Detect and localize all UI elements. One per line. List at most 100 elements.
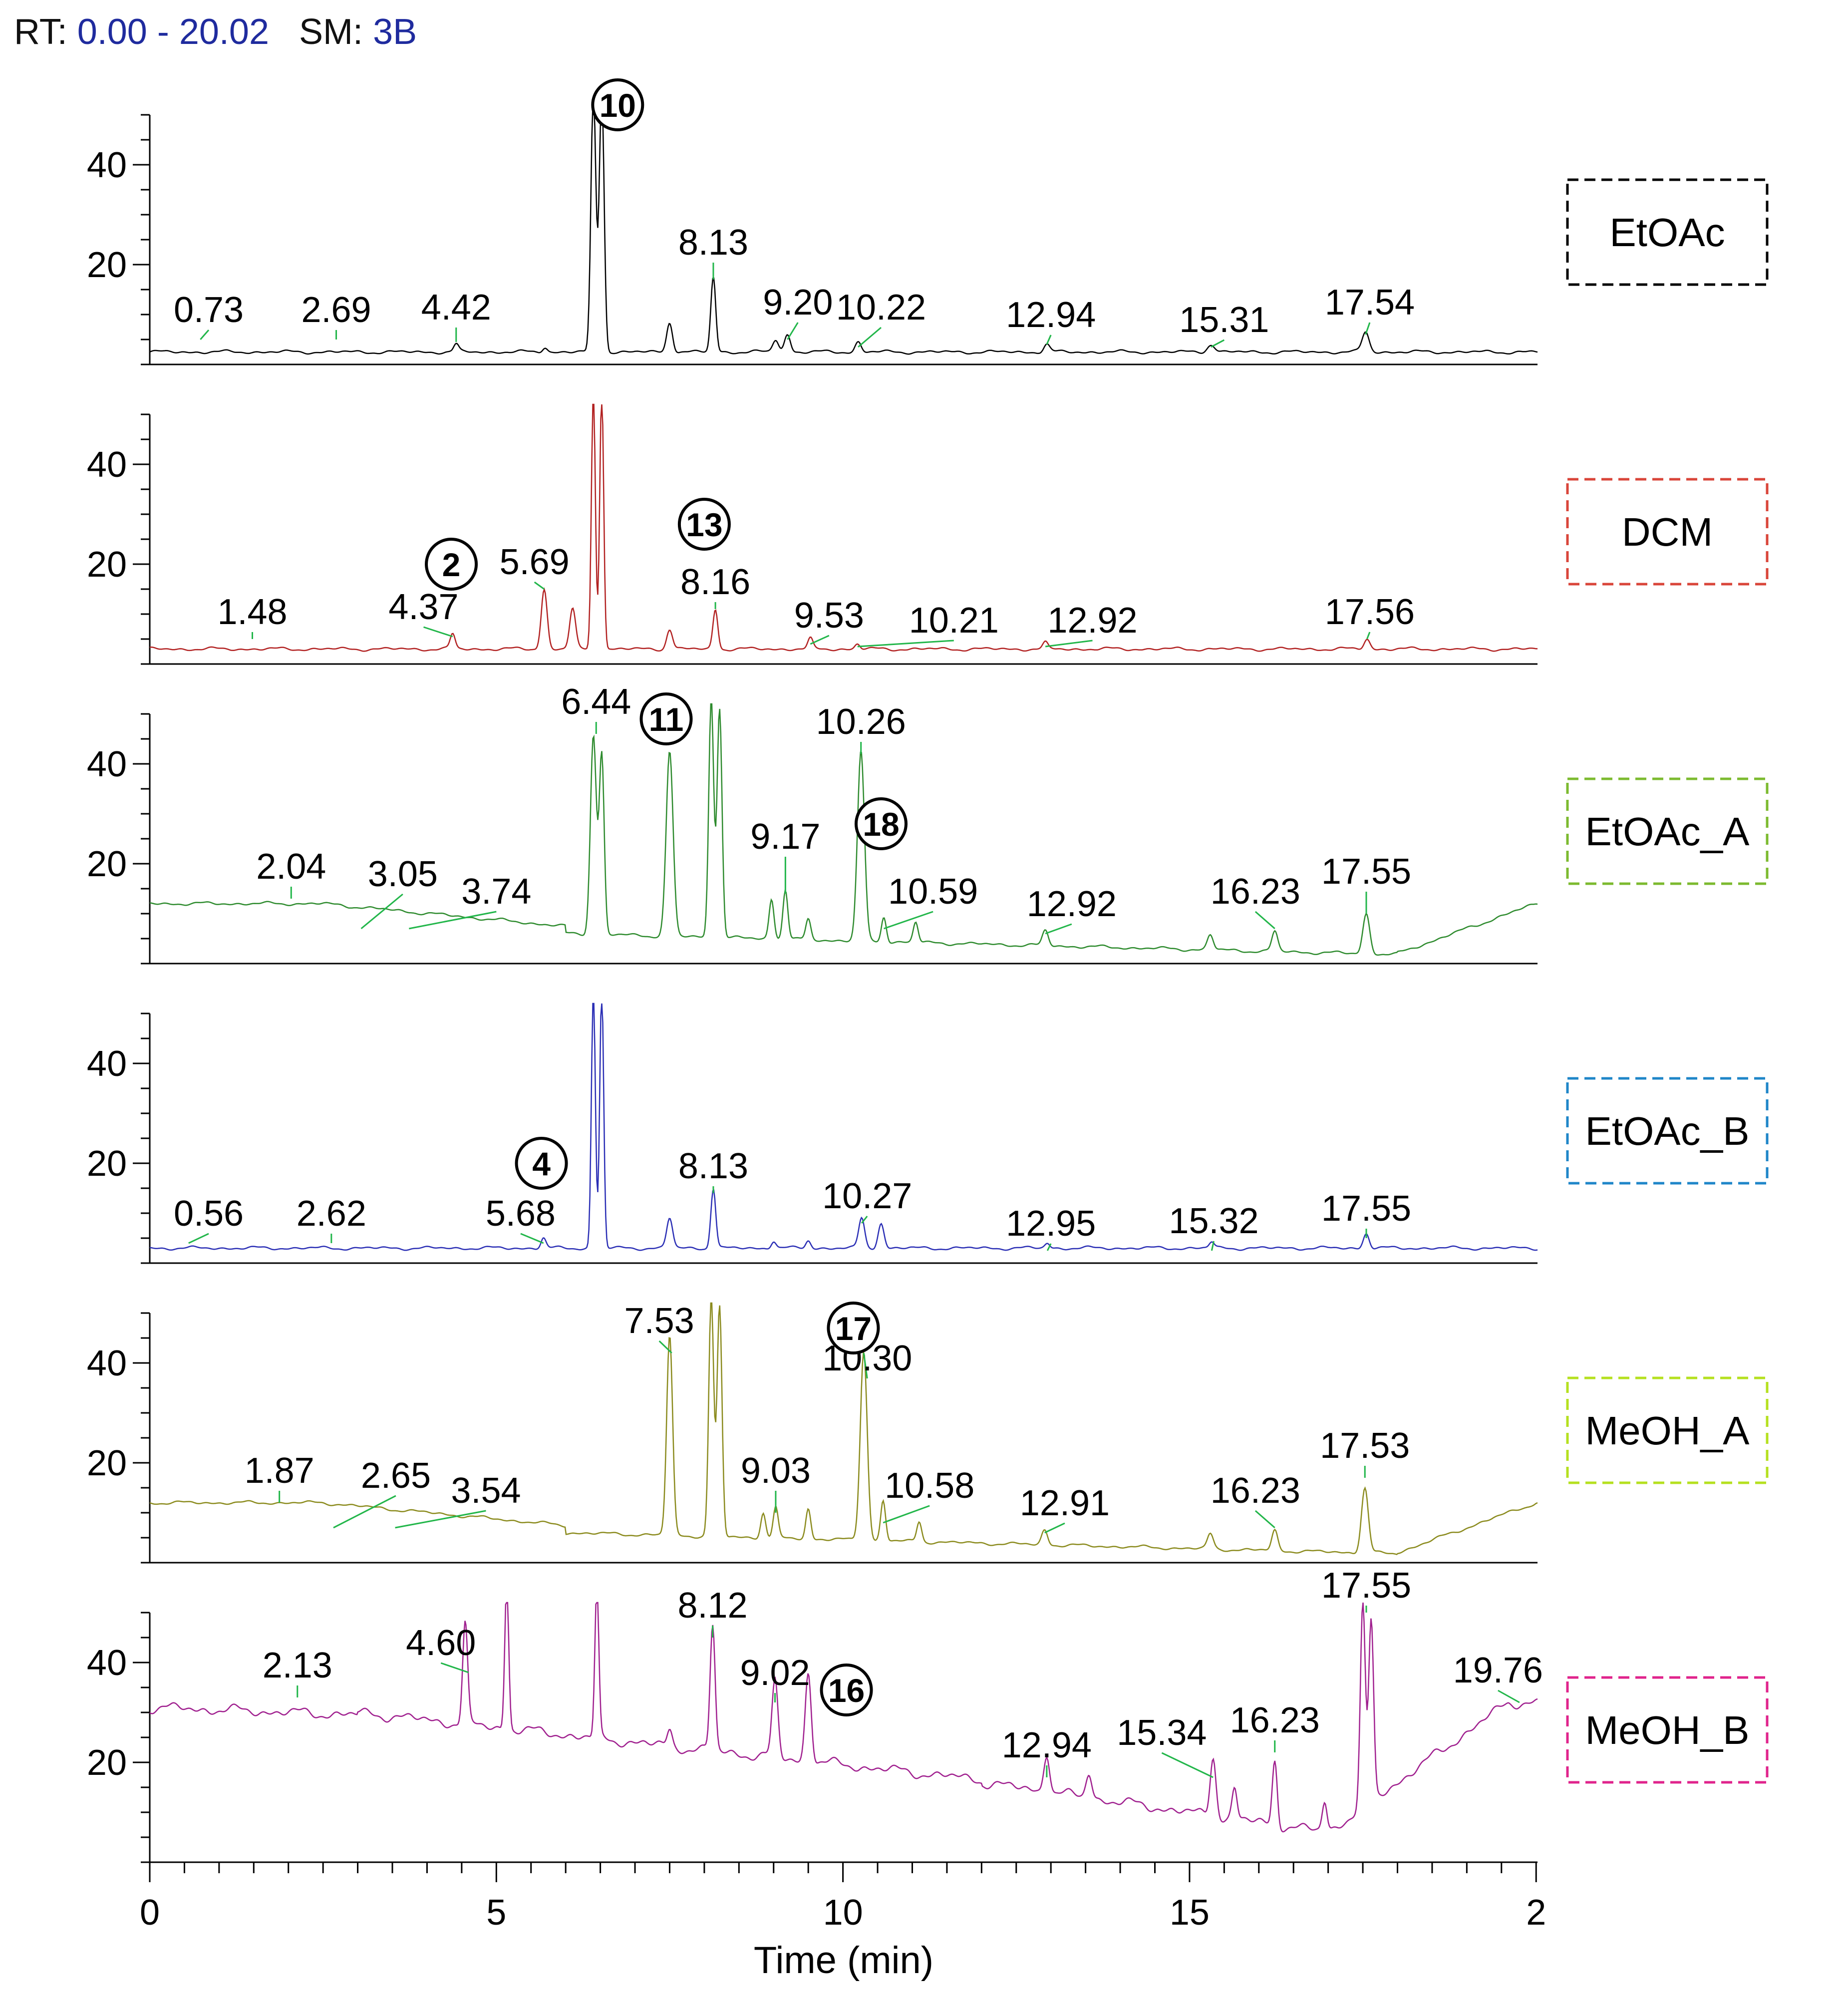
- peak-label: 0.73: [174, 290, 244, 330]
- peak-leader-line: [1046, 335, 1052, 345]
- compound-number: 10: [600, 87, 636, 124]
- peak-label: 2.65: [361, 1456, 431, 1496]
- peak-label: 1.48: [217, 592, 287, 632]
- compound-circle: [677, 498, 731, 551]
- peak-leader-line: [658, 1340, 672, 1354]
- peak-leader-line: [858, 327, 882, 348]
- y-tick-label: 40: [87, 1643, 127, 1683]
- peak-label: 16.23: [1211, 872, 1300, 912]
- compound-circle: [820, 1664, 873, 1716]
- trace-line: [149, 1003, 1538, 1251]
- peak-leader-line: [423, 626, 453, 638]
- peak-label: 12.95: [1006, 1204, 1096, 1244]
- peak-label: 10.58: [885, 1466, 974, 1506]
- peak-leader-line: [333, 1495, 396, 1529]
- peak-label: 9.03: [741, 1451, 811, 1491]
- peak-label: 2.62: [297, 1194, 366, 1234]
- peak-label: 12.91: [1020, 1483, 1110, 1523]
- y-tick-label: 20: [87, 245, 127, 285]
- legend-label: EtOAc_B: [1585, 1109, 1749, 1153]
- trace-line: [149, 104, 1538, 355]
- compound-circle: [639, 692, 693, 745]
- peak-leader-line: [1044, 1522, 1065, 1534]
- panel-meoh-b: 20 40 2.13 4.60 8.12 9.02 12.94 15.34 16.23 17.55…: [87, 1566, 1769, 1863]
- peak-label: 10.27: [822, 1176, 912, 1216]
- x-tick-label: 10: [823, 1893, 863, 1933]
- rt-range: 0.00 - 20.02: [77, 12, 270, 52]
- trace-line: [149, 1602, 1538, 1833]
- peak-label: 10.21: [909, 601, 999, 641]
- sm-value: 3B: [373, 12, 417, 52]
- compound-circle: [827, 1302, 880, 1354]
- y-tick-label: 40: [87, 145, 127, 185]
- peak-leader-line: [1211, 1241, 1215, 1251]
- peak-leader-line: [863, 1352, 868, 1379]
- compound-number: 4: [532, 1145, 551, 1182]
- rt-label: RT:: [14, 12, 67, 52]
- y-tick-label: 20: [87, 1144, 127, 1184]
- x-tick-label: 5: [486, 1893, 506, 1933]
- peak-label: 17.55: [1321, 1189, 1411, 1229]
- peak-leader-line: [1254, 911, 1275, 930]
- peak-label: 3.74: [461, 872, 531, 912]
- panel-dcm: 20 40 1.48 4.37 5.69 8.16 9.53 10.21 12.92 17.56 2…: [87, 403, 1769, 665]
- peak-leader-line: [440, 1662, 469, 1673]
- peak-label: 9.20: [763, 283, 833, 323]
- peak-label: 2.69: [301, 290, 371, 330]
- peak-leader-line: [787, 322, 799, 340]
- y-tick-label: 20: [87, 1443, 127, 1483]
- sm-label: SM:: [299, 12, 363, 52]
- peak-leader-line: [1365, 322, 1371, 335]
- peak-label: 16.23: [1230, 1700, 1320, 1740]
- peak-label: 10.22: [836, 288, 926, 328]
- y-tick-label: 20: [87, 545, 127, 585]
- compound-circle: [425, 538, 478, 591]
- peak-label: 8.13: [678, 1146, 748, 1186]
- peak-label: 10.26: [816, 702, 906, 742]
- peak-leader-line: [1161, 1752, 1214, 1778]
- peak-label: 17.55: [1321, 1566, 1411, 1606]
- peak-label: 8.16: [680, 562, 750, 602]
- peak-label: 10.59: [888, 872, 978, 912]
- y-tick-label: 20: [87, 844, 127, 884]
- legend-label: MeOH_B: [1585, 1708, 1750, 1752]
- peak-leader-line: [200, 330, 210, 340]
- peak-label: 3.54: [451, 1471, 521, 1511]
- peak-label: 17.56: [1325, 592, 1415, 632]
- peak-label: 5.68: [486, 1194, 556, 1234]
- peak-label: 15.34: [1117, 1713, 1207, 1753]
- peak-label: 6.44: [561, 682, 631, 722]
- peak-label: 17.53: [1320, 1426, 1410, 1466]
- peak-label: 17.55: [1321, 852, 1411, 892]
- peak-label: 12.94: [1002, 1725, 1092, 1765]
- y-tick-label: 20: [87, 1743, 127, 1783]
- peak-leader-line: [1046, 1243, 1052, 1251]
- compound-circle: [515, 1137, 568, 1190]
- peak-label: 1.87: [245, 1451, 314, 1491]
- peak-leader-line: [520, 1233, 544, 1244]
- x-tick-label: 0: [140, 1893, 160, 1933]
- peak-label: 3.05: [368, 854, 438, 894]
- legend-label: EtOAc: [1609, 210, 1725, 255]
- peak-label: 19.76: [1453, 1651, 1543, 1690]
- peak-leader-line: [883, 1505, 930, 1524]
- legend-label: DCM: [1622, 510, 1713, 554]
- peak-label: 12.92: [1047, 601, 1137, 641]
- peak-label: 12.94: [1006, 295, 1096, 335]
- peak-label: 16.23: [1211, 1471, 1300, 1511]
- peak-leader-line: [1366, 632, 1371, 640]
- peak-label: 9.53: [794, 596, 864, 636]
- peak-label: 0.56: [174, 1194, 244, 1234]
- peak-label: 12.92: [1027, 884, 1117, 924]
- compound-number: 17: [835, 1310, 872, 1347]
- peak-label: 15.32: [1169, 1201, 1258, 1241]
- legend-label: MeOH_A: [1585, 1408, 1750, 1453]
- y-tick-label: 40: [87, 744, 127, 784]
- compound-number: 2: [442, 546, 461, 583]
- panel-etoac-a: 20 40 2.04 3.05 3.74 6.44 9.17 10.26 10.59 12.92 1…: [87, 682, 1769, 965]
- peak-leader-line: [409, 911, 497, 930]
- panel-etoac-b: 20 40 0.56 2.62 5.68 8.13 10.27 12.95 15.32 17.55…: [87, 1003, 1769, 1264]
- peak-label: 7.53: [624, 1301, 694, 1341]
- trace-line: [149, 403, 1538, 652]
